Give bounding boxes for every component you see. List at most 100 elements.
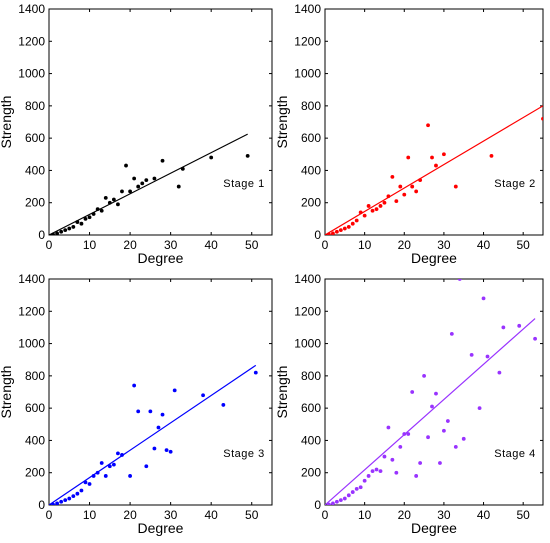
x-tick-label: 50: [517, 508, 531, 522]
data-point: [481, 296, 486, 301]
data-point: [489, 154, 494, 158]
data-point: [354, 486, 359, 491]
x-tick-label: 50: [245, 238, 259, 252]
y-tick-label: 1200: [18, 34, 45, 48]
data-point: [136, 409, 141, 414]
data-point: [331, 501, 335, 505]
data-point: [221, 403, 226, 407]
data-point: [59, 229, 64, 234]
data-point: [168, 449, 173, 454]
fit-line: [49, 133, 248, 235]
stage-label: Stage 3: [223, 448, 264, 460]
data-point: [51, 502, 55, 505]
data-point: [410, 184, 415, 189]
data-point: [160, 412, 165, 417]
y-tick-label: 1000: [18, 67, 45, 81]
y-tick-label: 0: [314, 498, 321, 512]
data-point: [414, 474, 419, 478]
y-axis-label: Strength: [0, 96, 14, 149]
data-point: [91, 212, 96, 216]
x-tick-label: 30: [164, 238, 178, 252]
x-tick-label: 40: [477, 508, 491, 522]
data-point: [327, 232, 331, 235]
data-point: [346, 493, 351, 498]
y-tick-label: 400: [25, 163, 45, 177]
data-point: [461, 436, 466, 441]
data-layer: [325, 105, 543, 235]
data-point: [469, 352, 474, 357]
data-point: [398, 184, 403, 189]
data-point: [390, 457, 395, 462]
data-point: [406, 155, 411, 160]
data-point: [378, 204, 383, 208]
data-point: [180, 166, 185, 171]
data-point: [382, 454, 387, 459]
data-point: [398, 444, 403, 449]
y-tick-label: 1200: [294, 304, 321, 318]
data-point: [453, 444, 458, 449]
y-tick-label: 200: [301, 196, 321, 210]
y-tick-label: 1000: [18, 337, 45, 351]
data-point: [144, 464, 149, 469]
data-point: [132, 383, 137, 388]
x-tick-label: 30: [437, 508, 451, 522]
y-tick-label: 0: [38, 228, 45, 242]
data-point: [152, 446, 157, 451]
data-point: [390, 174, 395, 179]
data-point: [386, 194, 391, 199]
x-tick-label: 0: [46, 238, 53, 252]
data-point: [83, 480, 88, 485]
y-tick-label: 1400: [18, 2, 45, 16]
y-axis-label: Strength: [0, 366, 14, 419]
data-point: [358, 210, 363, 215]
data-point: [103, 474, 108, 478]
y-tick-label: 400: [301, 433, 321, 447]
x-tick-label: 10: [83, 508, 97, 522]
y-tick-label: 1400: [18, 272, 45, 286]
y-tick-label: 1400: [294, 272, 321, 286]
y-tick-label: 400: [25, 433, 45, 447]
data-point: [378, 469, 383, 473]
data-point: [144, 178, 149, 183]
data-point: [152, 176, 157, 181]
y-tick-label: 600: [301, 401, 321, 415]
data-point: [497, 370, 502, 375]
y-axis-label: Strength: [274, 96, 290, 149]
y-tick-label: 0: [38, 498, 45, 512]
x-tick-label: 10: [83, 238, 97, 252]
data-point: [418, 461, 423, 465]
data-point: [91, 474, 96, 478]
data-point: [95, 207, 100, 212]
data-point: [111, 197, 116, 202]
data-point: [160, 158, 165, 163]
y-tick-label: 600: [25, 131, 45, 145]
data-point: [366, 474, 371, 478]
data-point: [75, 220, 80, 224]
x-tick-label: 40: [477, 238, 491, 252]
data-point: [430, 404, 434, 409]
y-tick-label: 400: [301, 163, 321, 177]
data-point: [418, 178, 423, 183]
data-layer: [325, 279, 537, 505]
x-tick-label: 50: [517, 238, 531, 252]
data-point: [132, 176, 137, 181]
data-point: [342, 496, 347, 501]
data-point: [176, 184, 181, 189]
data-point: [103, 195, 108, 200]
data-point: [99, 461, 104, 465]
data-point: [116, 451, 120, 456]
x-tick-label: 20: [123, 238, 137, 252]
y-axis-label: Strength: [274, 366, 290, 419]
data-point: [55, 501, 60, 505]
data-point: [370, 469, 375, 473]
x-tick-label: 50: [245, 508, 259, 522]
plot-frame: [48, 8, 273, 236]
data-point: [63, 498, 68, 503]
data-point: [362, 213, 367, 218]
x-tick-label: 40: [205, 508, 219, 522]
x-tick-label: 30: [437, 238, 451, 252]
x-tick-label: 20: [123, 508, 137, 522]
data-point: [67, 226, 72, 231]
